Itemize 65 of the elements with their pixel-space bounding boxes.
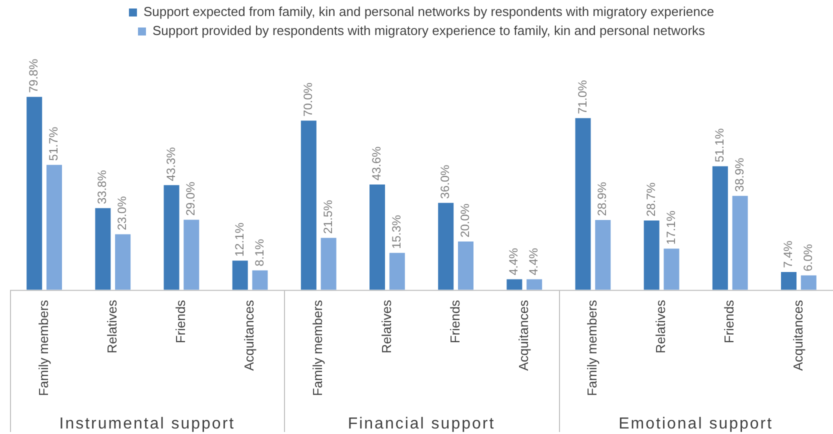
data-label: 79.8% bbox=[26, 58, 41, 93]
data-label: 43.6% bbox=[370, 146, 384, 180]
data-label: 36.0% bbox=[438, 164, 452, 199]
bar bbox=[800, 275, 816, 290]
data-label: 23.0% bbox=[115, 196, 130, 230]
data-label: 28.9% bbox=[595, 182, 610, 216]
data-label: 71.0% bbox=[575, 80, 590, 114]
x-tick-label: Relatives bbox=[653, 299, 668, 354]
data-label: 12.1% bbox=[232, 222, 246, 257]
text: Emotional support bbox=[618, 415, 774, 432]
data-label: 4.4% bbox=[506, 248, 521, 276]
data-label: 8.1% bbox=[252, 238, 266, 266]
x-tick-label: Relatives bbox=[104, 299, 120, 354]
data-label: 21.5% bbox=[320, 200, 335, 234]
data-label: 17.1% bbox=[664, 210, 678, 245]
bar bbox=[595, 220, 611, 290]
bar bbox=[95, 208, 111, 290]
x-tick-label: Friends bbox=[447, 299, 462, 344]
data-label: 43.3% bbox=[164, 146, 178, 182]
bar bbox=[575, 118, 591, 290]
bar bbox=[664, 248, 680, 290]
legend-label: Support expected from family, kin and personal networks by respondents with migratory experience bbox=[143, 4, 714, 20]
bar bbox=[506, 279, 522, 290]
text: Instrumental support bbox=[59, 415, 236, 432]
x-tick-label: Acquitances bbox=[242, 299, 257, 371]
data-label: 70.0% bbox=[300, 82, 315, 117]
data-label: 6.0% bbox=[800, 244, 815, 272]
x-tick-label: Acquitances bbox=[516, 299, 531, 371]
bar bbox=[184, 220, 200, 290]
bar bbox=[252, 270, 268, 290]
x-tick-label: Friends bbox=[173, 299, 188, 344]
x-tick-label: Family members bbox=[584, 299, 600, 396]
bar bbox=[370, 184, 386, 290]
x-tick-label: Family members bbox=[36, 299, 51, 396]
bar bbox=[781, 272, 797, 290]
bar bbox=[232, 260, 248, 290]
x-tick-label: Friends bbox=[722, 299, 737, 344]
bar bbox=[712, 166, 728, 290]
data-label: 33.8% bbox=[95, 170, 110, 204]
bar bbox=[26, 96, 42, 290]
bar bbox=[164, 185, 180, 290]
bar bbox=[438, 202, 454, 290]
data-label: 28.7% bbox=[644, 182, 658, 216]
data-label: 51.1% bbox=[712, 128, 726, 162]
bar bbox=[320, 238, 336, 290]
bar bbox=[732, 196, 748, 290]
data-label: 29.0% bbox=[184, 181, 198, 216]
bar bbox=[458, 242, 474, 290]
x-tick-label: Acquitances bbox=[790, 299, 806, 371]
bar bbox=[389, 252, 405, 290]
bar bbox=[46, 164, 62, 290]
bar bbox=[644, 220, 660, 290]
data-label: 51.7% bbox=[46, 126, 61, 161]
legend-label: Support provided by respondents with migratory experience to family, kin and personal networks bbox=[152, 23, 706, 38]
data-label: 4.4% bbox=[526, 248, 541, 276]
data-label: 38.9% bbox=[732, 157, 746, 192]
data-label: 7.4% bbox=[781, 240, 796, 268]
x-tick-label: Family members bbox=[310, 299, 326, 396]
bar bbox=[115, 234, 131, 290]
data-label: 15.3% bbox=[389, 214, 404, 249]
bar bbox=[300, 120, 316, 290]
data-label: 20.0% bbox=[458, 203, 472, 238]
text: Financial support bbox=[348, 415, 496, 432]
bar bbox=[526, 279, 542, 290]
x-tick-label: Relatives bbox=[378, 299, 394, 354]
